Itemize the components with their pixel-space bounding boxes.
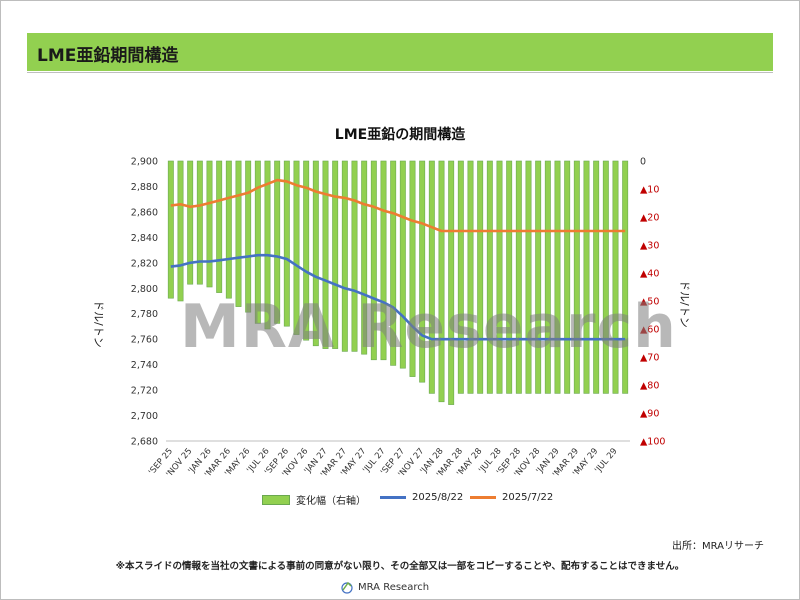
footer-logo: MRA Research	[340, 580, 429, 594]
change-bar	[409, 160, 416, 377]
change-bar	[622, 160, 629, 394]
change-bar	[448, 160, 455, 405]
change-bar	[264, 160, 271, 330]
change-bar	[477, 160, 484, 394]
header-bar: LME亜鉛期間構造	[27, 33, 773, 71]
change-bar	[506, 160, 513, 394]
change-bar	[167, 160, 174, 299]
legend-swatch-line-blue	[380, 496, 406, 499]
change-bar	[370, 160, 377, 361]
change-bar	[419, 160, 426, 383]
change-bar	[390, 160, 397, 366]
page-title: LME亜鉛期間構造	[37, 46, 179, 66]
change-bar	[525, 160, 532, 394]
change-bar	[196, 160, 203, 285]
change-bar	[583, 160, 590, 394]
legend-swatch-line-orange	[470, 496, 496, 499]
change-bar	[612, 160, 619, 394]
y-tick-right-label: ▲10	[640, 185, 659, 196]
change-bar	[564, 160, 571, 394]
change-bar	[351, 160, 358, 352]
change-bar	[245, 160, 252, 313]
y-axis-left-label: ドル/トン	[92, 300, 105, 348]
legend-item-change: 変化幅（右軸）	[262, 492, 366, 507]
y-tick-right-label: ▲60	[640, 325, 659, 336]
change-bar	[293, 160, 300, 335]
legend-item-0722: 2025/7/22	[470, 492, 553, 503]
change-bar	[515, 160, 522, 394]
change-bar	[486, 160, 493, 394]
change-bar	[225, 160, 232, 299]
change-bar	[399, 160, 406, 369]
change-bar	[380, 160, 387, 361]
watermark-text: MRA Research	[180, 292, 677, 362]
y-tick-left-label: 2,880	[131, 182, 158, 193]
disclaimer-text: ※本スライドの情報を当社の文書による事前の同意がない限り、その全部又は一部をコピ…	[115, 561, 685, 572]
y-tick-right-label: ▲20	[640, 213, 659, 224]
change-bar	[361, 160, 368, 355]
change-bar	[303, 160, 310, 341]
y-tick-left-label: 2,780	[131, 309, 158, 320]
change-bar	[312, 160, 319, 347]
y-tick-left-label: 2,820	[131, 258, 158, 269]
y-tick-left-label: 2,700	[131, 411, 158, 422]
change-bar	[235, 160, 242, 307]
y-tick-left-label: 2,860	[131, 207, 158, 218]
change-bar	[593, 160, 600, 394]
y-tick-left-label: 2,800	[131, 284, 158, 295]
series-line-0822	[170, 253, 626, 341]
change-bar	[254, 160, 261, 324]
y-tick-right-label: 0	[640, 157, 646, 168]
change-bar	[535, 160, 542, 394]
y-tick-right-label: ▲50	[640, 297, 659, 308]
change-bar	[177, 160, 184, 302]
change-bar	[438, 160, 445, 403]
y-tick-right-label: ▲40	[640, 269, 659, 280]
source-note: 出所：MRAリサーチ	[671, 541, 764, 552]
legend-label-0722: 2025/7/22	[502, 492, 554, 503]
change-bar	[467, 160, 474, 394]
y-tick-right-label: ▲70	[640, 353, 659, 364]
chart-title: LME亜鉛の期間構造	[334, 127, 466, 143]
company-logo-icon	[341, 581, 353, 594]
y-tick-left-label: 2,720	[131, 386, 158, 397]
legend-label-change: 変化幅（右軸）	[296, 496, 366, 507]
y-tick-right-label: ▲80	[640, 381, 659, 392]
series-line-0722	[170, 178, 626, 233]
change-bar	[206, 160, 213, 288]
change-bar	[216, 160, 223, 293]
change-bar	[496, 160, 503, 394]
change-bar	[341, 160, 348, 352]
change-bar	[322, 160, 329, 349]
legend-label-0822: 2025/8/22	[412, 492, 464, 503]
change-bar	[187, 160, 194, 285]
legend-item-0822: 2025/8/22	[380, 492, 463, 503]
change-bar	[428, 160, 435, 394]
change-bar	[573, 160, 580, 394]
y-tick-left-label: 2,760	[131, 335, 158, 346]
y-tick-right-label: ▲30	[640, 241, 659, 252]
legend-swatch-bar	[262, 494, 290, 505]
change-bar	[554, 160, 561, 394]
y-tick-left-label: 2,900	[131, 157, 158, 168]
header-divider	[27, 72, 773, 73]
y-tick-left-label: 2,740	[131, 360, 158, 371]
change-bar	[332, 160, 339, 349]
change-bar	[274, 160, 281, 324]
y-tick-right-label: ▲100	[640, 437, 665, 448]
change-bar	[544, 160, 551, 394]
y-axis-right-label: ドル/トン	[678, 280, 691, 328]
footer-logo-text: MRA Research	[358, 581, 430, 593]
y-tick-left-label: 2,680	[131, 437, 158, 448]
y-tick-left-label: 2,840	[131, 233, 158, 244]
change-bar	[602, 160, 609, 394]
y-tick-right-label: ▲90	[640, 409, 659, 420]
change-bar	[457, 160, 464, 394]
change-bar	[283, 160, 290, 327]
chart-legend: 変化幅（右軸） 2025/8/22 2025/7/22	[0, 492, 800, 508]
